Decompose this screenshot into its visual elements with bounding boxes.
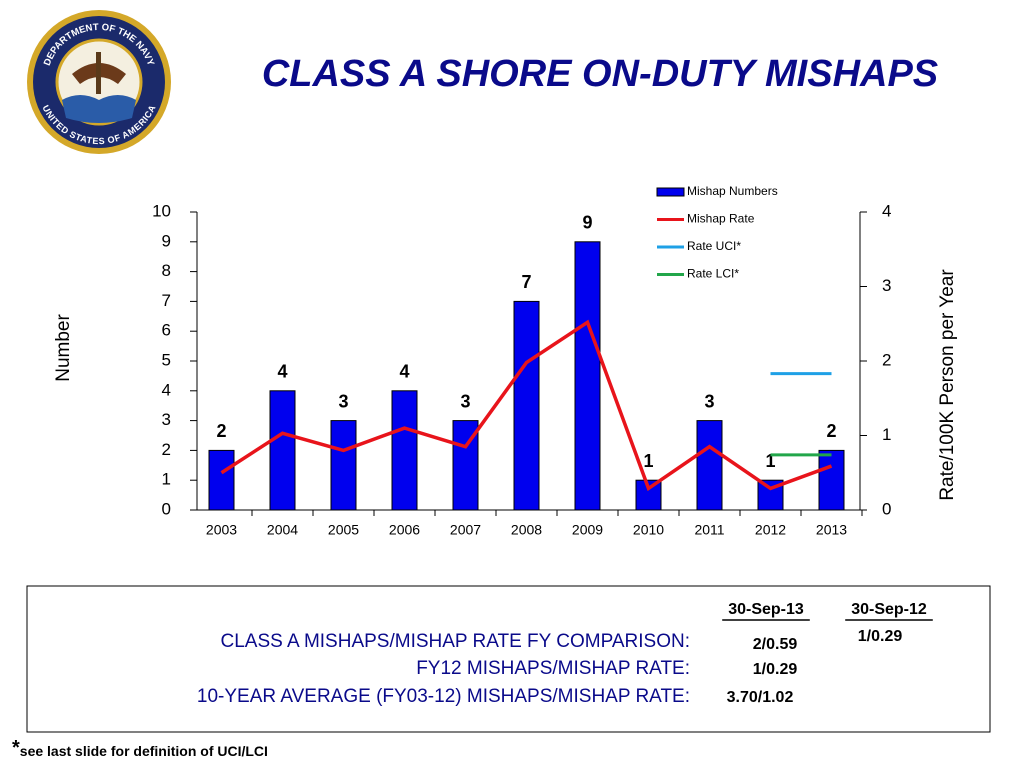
- legend-label: Rate UCI*: [687, 239, 741, 253]
- comparison: 30-Sep-13 30-Sep-12 CLASS A MISHAPS/MISHAP…: [197, 601, 933, 707]
- bar-value-label: 2: [826, 421, 836, 441]
- bar-value-label: 1: [643, 451, 653, 471]
- seal-sea: [62, 95, 136, 123]
- comparison-value: 1/0.29: [858, 628, 903, 645]
- bar: [696, 420, 723, 511]
- x-tick-label: 2004: [267, 522, 298, 538]
- legend-swatch: [656, 187, 685, 197]
- y-tick-label: 8: [162, 261, 171, 280]
- bar-value-label: 3: [460, 391, 470, 411]
- bar: [818, 449, 845, 511]
- y-tick-label: 4: [162, 380, 171, 399]
- comparison-header: 30-Sep-12: [851, 601, 927, 618]
- y-tick-label: 2: [162, 440, 171, 459]
- footnote: *see last slide for definition of UCI/LC…: [12, 737, 268, 759]
- x-tick-label: 2011: [694, 522, 724, 538]
- bar-value-label: 7: [521, 272, 531, 292]
- bar-value-label: 1: [765, 451, 775, 471]
- y2-tick-label: 4: [882, 201, 891, 220]
- legend-label: Mishap Numbers: [687, 184, 778, 198]
- bar-value-label: 3: [704, 391, 714, 411]
- footnote-text: see last slide for definition of UCI/LCI: [20, 743, 268, 759]
- y-tick-label: 3: [162, 410, 171, 429]
- bar: [391, 390, 418, 511]
- y-tick-label: 7: [162, 291, 171, 310]
- y2-tick-label: 0: [882, 499, 891, 518]
- comparison-value: 2/0.59: [753, 636, 798, 653]
- bar-value-label: 9: [582, 213, 592, 233]
- comparison-value: 3.70/1.02: [727, 689, 794, 706]
- y-tick-label: 1: [162, 470, 171, 489]
- x-tick-label: 2006: [389, 522, 420, 538]
- x-tick-label: 2008: [511, 522, 542, 538]
- y2-tick-label: 1: [882, 425, 891, 444]
- x-tick-label: 2007: [450, 522, 481, 538]
- slide-title: CLASS A SHORE ON-DUTY MISHAPS: [262, 53, 938, 95]
- x-tick-label: 2010: [633, 522, 664, 538]
- bar-value-label: 3: [338, 391, 348, 411]
- bar: [269, 390, 296, 511]
- bar: [574, 241, 601, 511]
- legend-label: Rate LCI*: [687, 267, 739, 281]
- navy-seal: DEPARTMENT OF THE NAVY UNITED STATES OF …: [27, 10, 171, 154]
- bar: [330, 420, 357, 511]
- x-tick-label: 2003: [206, 522, 237, 538]
- footnote-mark: *: [12, 737, 20, 759]
- y2-tick-label: 3: [882, 276, 891, 295]
- comparison-header: 30-Sep-13: [728, 601, 804, 618]
- x-tick-label: 2012: [755, 522, 786, 538]
- y-tick-label: 9: [162, 231, 171, 250]
- comparison-label: CLASS A MISHAPS/MISHAP RATE FY COMPARISO…: [221, 631, 691, 652]
- comparison-box: [26, 585, 991, 733]
- comparison-label: 10-YEAR AVERAGE (FY03-12) MISHAPS/MISHAP…: [197, 686, 690, 707]
- bar-value-label: 4: [399, 362, 409, 382]
- x-tick-label: 2005: [328, 522, 359, 538]
- bar-value-label: 4: [277, 362, 287, 382]
- bar: [513, 300, 540, 511]
- line-series: [220, 319, 833, 492]
- legend-label: Mishap Rate: [687, 212, 755, 226]
- x-tick-label: 2013: [816, 522, 847, 538]
- x-tick-label: 2009: [572, 522, 603, 538]
- y2-tick-label: 2: [882, 350, 891, 369]
- comparison-label: FY12 MISHAPS/MISHAP RATE:: [416, 658, 690, 679]
- bar-value-label: 2: [216, 421, 226, 441]
- seal-mast: [96, 52, 101, 94]
- y-tick-label: 0: [162, 499, 171, 518]
- y2-axis-label: Rate/100K Person per Year: [937, 269, 958, 501]
- y-axis-label: Number: [53, 314, 74, 382]
- comparison-value: 1/0.29: [753, 661, 798, 678]
- bar: [208, 449, 235, 511]
- y-tick-label: 5: [162, 350, 171, 369]
- y-tick-label: 10: [152, 201, 171, 220]
- y-tick-label: 6: [162, 321, 171, 340]
